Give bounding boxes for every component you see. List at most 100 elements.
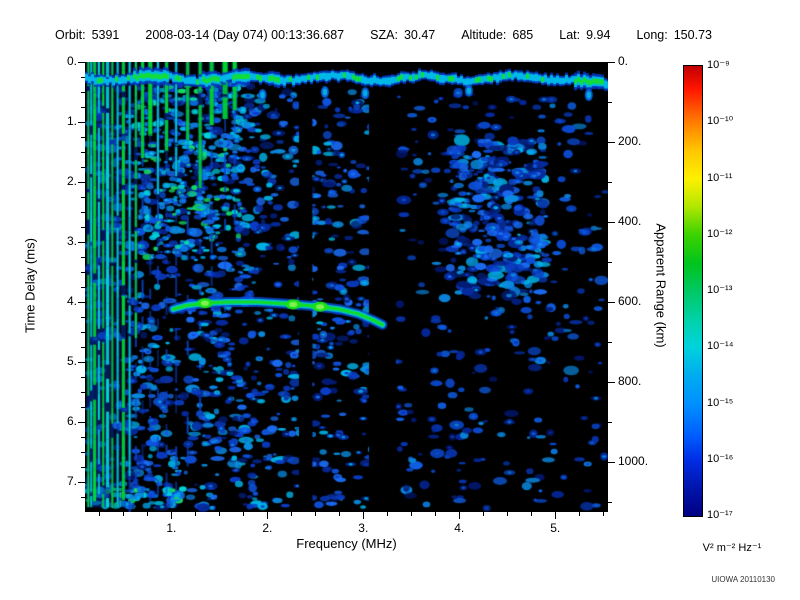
y-axis-left-minor-tick <box>81 316 85 318</box>
y-axis-left-minor-tick <box>81 76 85 78</box>
long-value: 150.73 <box>673 28 712 42</box>
x-axis-minor-tick <box>146 512 148 516</box>
credit-text: UIOWA 20110130 <box>711 575 775 584</box>
y-axis-left-tick-label: 3. <box>66 234 77 248</box>
y-axis-left-minor-tick <box>81 286 85 288</box>
y-axis-right-tick <box>608 141 615 143</box>
sza-value: 30.47 <box>403 28 436 42</box>
y-axis-left-minor-tick <box>81 226 85 228</box>
altitude-value: 685 <box>512 28 534 42</box>
spectrogram-canvas <box>85 62 608 512</box>
colorbar-units: V² m⁻² Hz⁻¹ <box>702 542 762 554</box>
x-axis-minor-tick <box>194 512 196 516</box>
y-axis-left-minor-tick <box>81 136 85 138</box>
y-axis-left-minor-tick <box>81 376 85 378</box>
y-axis-left-minor-tick <box>81 91 85 93</box>
x-axis-minor-tick <box>314 512 316 516</box>
sza-label: SZA: <box>370 28 398 42</box>
x-axis-minor-tick <box>578 512 580 516</box>
x-axis-minor-tick <box>482 512 484 516</box>
y-axis-left-tick-label: 1. <box>66 114 77 128</box>
y-axis-right-tick-label: 200. <box>618 134 642 148</box>
y-axis-left-tick <box>78 121 85 123</box>
x-axis-minor-tick <box>218 512 220 516</box>
lat-value: 9.94 <box>586 28 611 42</box>
y-axis-left-tick <box>78 61 85 63</box>
x-axis-tick <box>458 512 460 519</box>
header-item-datetime: 2008-03-14 (Day 074) 00:13:36.687 <box>145 28 344 42</box>
x-axis-tick <box>266 512 268 519</box>
x-axis-minor-tick <box>98 512 100 516</box>
y-axis-left-minor-tick <box>81 166 85 168</box>
x-axis-tick <box>554 512 556 519</box>
colorbar-tick-label: 10⁻¹⁰ <box>707 115 734 128</box>
x-axis-tick-label: 2. <box>262 521 273 535</box>
header-info: Orbit: 5391 2008-03-14 (Day 074) 00:13:36… <box>55 28 712 42</box>
header-item-orbit: Orbit: 5391 <box>55 28 119 42</box>
y-axis-right-minor-tick <box>608 501 612 503</box>
y-axis-left-minor-tick <box>81 391 85 393</box>
colorbar-tick-label: 10⁻¹⁶ <box>707 452 734 465</box>
y-axis-right-minor-tick <box>608 101 612 103</box>
y-axis-title-right: Apparent Range (km) <box>653 223 669 348</box>
y-axis-right-tick-label: 0. <box>618 54 629 68</box>
x-axis-tick <box>170 512 172 519</box>
y-axis-left-tick <box>78 241 85 243</box>
x-axis-minor-tick <box>122 512 124 516</box>
long-label: Long: <box>636 28 668 42</box>
y-axis-right-tick <box>608 61 615 63</box>
y-axis-left-minor-tick <box>81 451 85 453</box>
y-axis-left-tick <box>78 301 85 303</box>
colorbar-tick-label: 10⁻¹³ <box>707 284 733 296</box>
orbit-label: Orbit: <box>55 28 86 42</box>
datetime-value: 2008-03-14 (Day 074) 00:13:36.687 <box>145 28 345 42</box>
colorbar-tick-label: 10⁻¹² <box>707 227 733 240</box>
y-axis-left-tick-label: 2. <box>66 174 77 188</box>
header-item-lat: Lat: 9.94 <box>559 28 610 42</box>
y-axis-left-minor-tick <box>81 256 85 258</box>
x-axis-tick-label: 5. <box>550 521 561 535</box>
y-axis-right-minor-tick <box>608 261 612 263</box>
y-axis-left-minor-tick <box>81 436 85 438</box>
y-axis-left-minor-tick <box>81 151 85 153</box>
y-axis-left-minor-tick <box>81 211 85 213</box>
x-axis-minor-tick <box>290 512 292 516</box>
plot-area <box>85 62 608 512</box>
x-axis-tick-label: 4. <box>454 521 465 535</box>
y-axis-right-tick <box>608 301 615 303</box>
x-axis-minor-tick <box>410 512 412 516</box>
colorbar-tick-label: 10⁻¹⁴ <box>707 340 734 353</box>
y-axis-left-tick <box>78 481 85 483</box>
header-item-long: Long: 150.73 <box>636 28 712 42</box>
x-axis-minor-tick <box>602 512 604 516</box>
y-axis-left-minor-tick <box>81 196 85 198</box>
y-axis-right-tick <box>608 221 615 223</box>
colorbar-tick-label: 10⁻⁹ <box>707 59 730 71</box>
y-axis-left-minor-tick <box>81 466 85 468</box>
x-axis-tick-label: 1. <box>166 521 177 535</box>
x-axis-title: Frequency (MHz) <box>296 536 397 551</box>
y-axis-right-minor-tick <box>608 181 612 183</box>
y-axis-right-tick-label: 800. <box>618 374 642 388</box>
x-axis-minor-tick <box>338 512 340 516</box>
y-axis-right-tick-label: 400. <box>618 214 642 228</box>
altitude-label: Altitude: <box>461 28 507 42</box>
y-axis-left-minor-tick <box>81 106 85 108</box>
y-axis-right-minor-tick <box>608 341 612 343</box>
x-axis-minor-tick <box>506 512 508 516</box>
colorbar-tick-label: 10⁻¹⁷ <box>707 509 733 521</box>
y-axis-right-tick <box>608 381 615 383</box>
y-axis-left-tick-label: 7. <box>66 474 77 488</box>
y-axis-left-tick-label: 6. <box>66 414 77 428</box>
header-item-altitude: Altitude: 685 <box>461 28 533 42</box>
lat-label: Lat: <box>559 28 581 42</box>
y-axis-left-tick <box>78 421 85 423</box>
x-axis-minor-tick <box>530 512 532 516</box>
header-item-sza: SZA: 30.47 <box>370 28 435 42</box>
y-axis-left-minor-tick <box>81 496 85 498</box>
y-axis-left-tick <box>78 361 85 363</box>
y-axis-right-tick-label: 600. <box>618 294 642 308</box>
y-axis-right-tick-label: 1000. <box>618 454 649 468</box>
x-axis-minor-tick <box>242 512 244 516</box>
